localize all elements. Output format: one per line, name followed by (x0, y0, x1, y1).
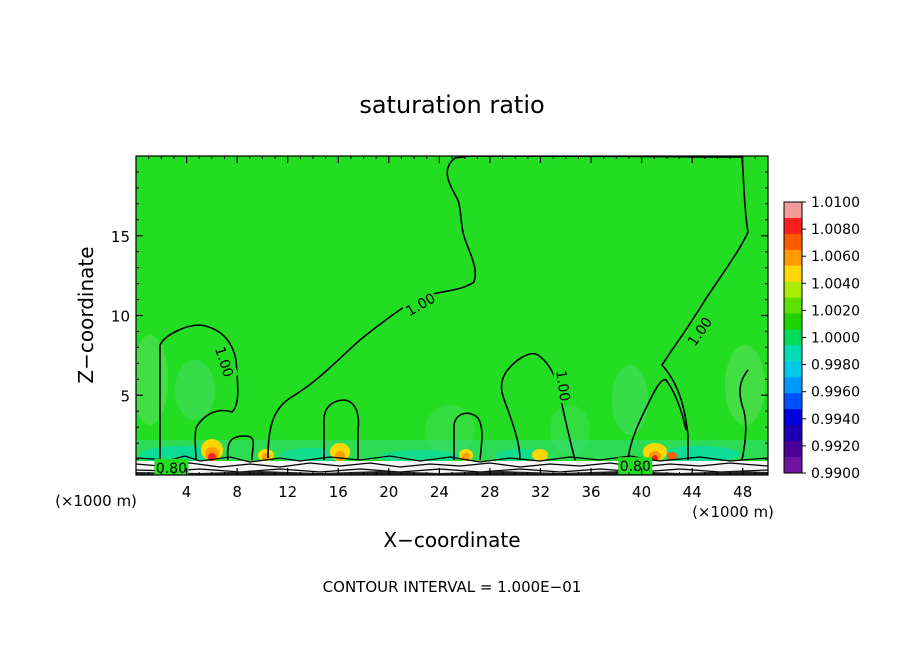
contour-1.00-cell-26 (453, 412, 483, 461)
colorbar-swatch (784, 425, 802, 442)
x-unit-label-right: (×1000 m) (692, 503, 774, 521)
colorbar-swatch (784, 457, 802, 474)
colorbar-label: 1.0100 (811, 195, 860, 211)
contour-lines (159, 156, 749, 461)
x-axis: 4 8 12 16 20 24 28 32 36 40 44 48 (148, 156, 756, 501)
y-axis-label: Z−coordinate (74, 246, 98, 383)
x-tick-label: 8 (232, 483, 242, 501)
colorbar-swatch (784, 361, 802, 378)
contour-1.00-main (267, 156, 749, 460)
y-axis: 5 10 15 (111, 171, 768, 460)
contour-label-text: 1.00 (552, 369, 572, 402)
colorbar-label: 0.9920 (811, 439, 860, 455)
x-tick-label: 36 (581, 483, 600, 501)
colorbar-swatch (784, 313, 802, 331)
colorbar-label: 1.0080 (811, 222, 860, 238)
contour-label-text: 0.80 (156, 461, 187, 477)
contour-1.00-left-cell (159, 324, 239, 461)
y-tick-label: 10 (111, 308, 130, 326)
x-tick-label: 32 (531, 483, 550, 501)
colorbar-label: 1.0040 (811, 276, 860, 292)
colorbar-label: 1.0060 (811, 249, 860, 265)
contour-1.00-cell-32 (500, 353, 576, 461)
contour-label-bg (211, 342, 239, 381)
x-tick-label: 12 (278, 483, 297, 501)
colorbar-swatch (784, 217, 802, 235)
colorbar-swatch (784, 329, 802, 346)
colorbar-label: 1.0020 (811, 303, 860, 319)
colorbar-swatch (784, 297, 802, 315)
colorbar-label: 0.9940 (811, 412, 860, 428)
colorbar-label: 0.9960 (811, 385, 860, 401)
colorbar-swatch (784, 249, 802, 267)
colorbar-swatch (784, 281, 802, 299)
y-tick-label: 5 (120, 387, 130, 405)
plot-area: 1.001.001.001.000.80 0.80 (136, 156, 768, 477)
chart-title: saturation ratio (359, 91, 544, 119)
x-tick-label: 44 (683, 483, 702, 501)
contour-1.00-small-left (226, 435, 255, 461)
contour-label: 0.80 (618, 457, 653, 475)
colorbar-swatch (784, 345, 802, 362)
y-tick-label: 15 (111, 228, 130, 246)
colorbar-label: 1.0000 (811, 331, 860, 347)
hot-spots (201, 439, 677, 461)
contour-label-bg (552, 367, 575, 404)
colorbar-swatch (784, 202, 802, 219)
x-axis-label: X−coordinate (383, 528, 520, 552)
colorbar-label: 0.9900 (811, 466, 860, 482)
colorbar-swatch (784, 265, 802, 283)
colorbar: 1.0100 1.0080 1.0060 1.0040 1.0020 1.0000 0.99… (783, 195, 860, 482)
contour-label-bg (401, 288, 440, 320)
contour-label: 0.80 (154, 458, 189, 477)
x-tick-label: 48 (733, 483, 752, 501)
colorbar-swatch (784, 393, 802, 410)
contour-label-bg (618, 457, 653, 475)
colorbar-swatch (784, 233, 802, 251)
contour-label: 1.00 (552, 367, 575, 404)
x-unit-label-left: (×1000 m) (55, 492, 137, 510)
x-tick-label: 20 (379, 483, 398, 501)
contour-1.00-right (739, 369, 749, 461)
contour-label-bg (154, 458, 189, 475)
contour-label-text: 0.80 (620, 459, 651, 475)
colorbar-swatch (784, 409, 802, 426)
contour-1.00-cell-16 (323, 399, 360, 460)
x-tick-label: 24 (430, 483, 449, 501)
colorbar-swatch (784, 441, 802, 458)
x-tick-label: 16 (329, 483, 348, 501)
x-tick-label: 40 (632, 483, 651, 501)
contour-label-bg (682, 312, 717, 350)
colorbar-swatch (784, 377, 802, 394)
x-tick-label: 4 (182, 483, 192, 501)
contour-1.00-cell-42 (627, 378, 687, 461)
contour-interval-note: CONTOUR INTERVAL = 1.000E−01 (323, 578, 582, 596)
colorbar-label: 0.9980 (811, 358, 860, 374)
x-tick-label: 28 (480, 483, 499, 501)
